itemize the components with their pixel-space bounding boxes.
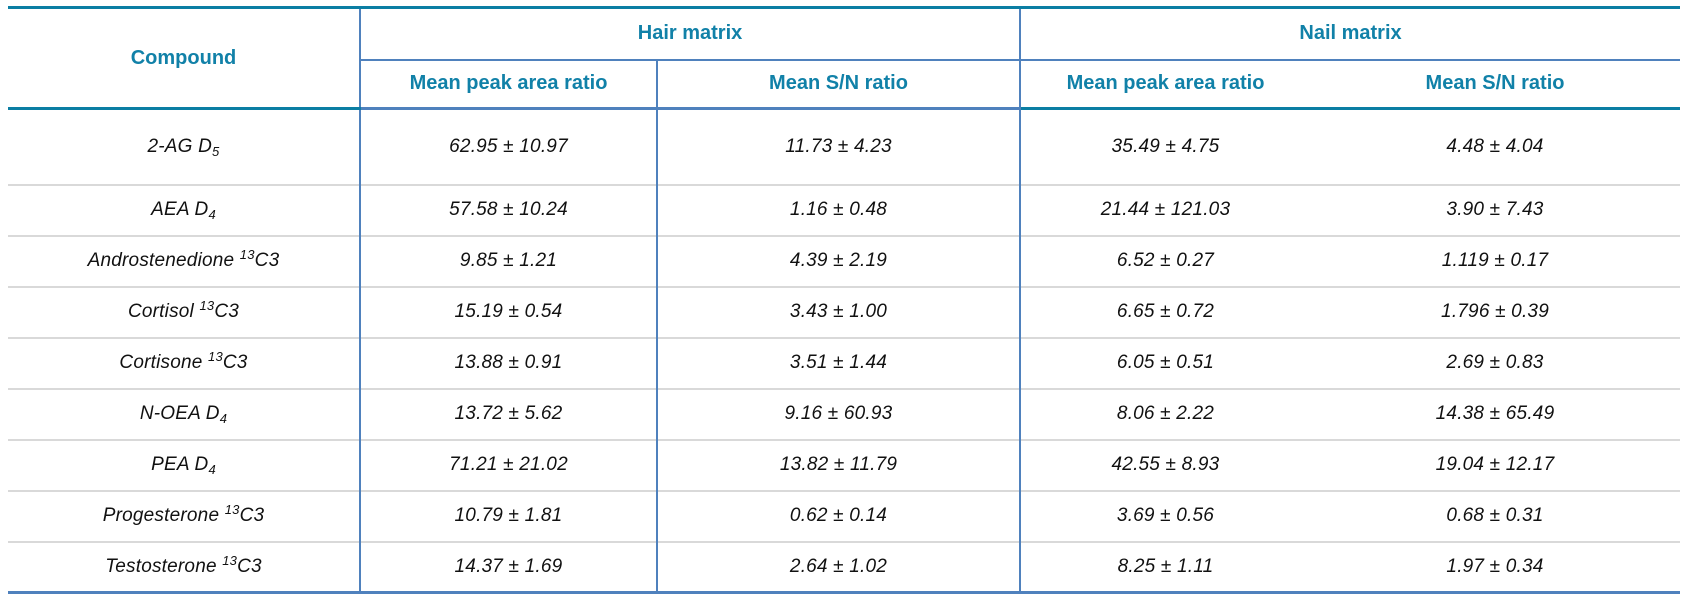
- hair-sn-cell: 0.62 ± 0.14: [657, 489, 1021, 542]
- compound-cell: Testosterone 13C3: [8, 540, 361, 594]
- hair-sn-cell: 3.51 ± 1.44: [657, 336, 1021, 389]
- nail-sn-cell: 4.48 ± 4.04: [1310, 107, 1681, 185]
- compound-superscript: 13: [222, 552, 238, 568]
- compound-name: Testosterone: [105, 555, 223, 577]
- compound-subscript: 5: [212, 143, 220, 159]
- table-row: Cortisol 13C3 15.19 ± 0.54 3.43 ± 1.00 6…: [8, 285, 1681, 338]
- nail-sn-cell: 19.04 ± 12.17: [1310, 438, 1681, 491]
- header-nail-matrix: Nail matrix: [1018, 6, 1681, 61]
- compound-name: Progesterone: [102, 505, 225, 526]
- compound-cell: Progesterone 13C3: [8, 489, 361, 542]
- compound-subscript: 4: [219, 411, 228, 426]
- hair-peak-area-cell: 13.72 ± 5.62: [360, 387, 658, 440]
- header-group-row: Compound Hair matrix Nail matrix: [8, 6, 1681, 110]
- nail-sn-cell: 14.38 ± 65.49: [1310, 387, 1681, 440]
- compound-name: Cortisol: [127, 301, 200, 322]
- nail-sn-cell: 0.68 ± 0.31: [1310, 489, 1681, 542]
- hair-peak-area-cell: 15.19 ± 0.54: [360, 285, 658, 338]
- hair-sn-cell: 3.43 ± 1.00: [657, 285, 1021, 338]
- compound-name: AEA D: [151, 199, 209, 220]
- header-compound: Compound: [8, 6, 361, 110]
- compound-superscript: 13: [208, 349, 223, 364]
- table-row: Testosterone 13C3 14.37 ± 1.69 2.64 ± 1.…: [8, 540, 1681, 594]
- compound-name-tail: C3: [222, 352, 248, 373]
- nail-sn-cell: 2.69 ± 0.83: [1310, 336, 1681, 389]
- nail-sn-cell: 1.97 ± 0.34: [1310, 540, 1681, 594]
- table-row: 2-AG D5 62.95 ± 10.97 11.73 ± 4.23 35.49…: [8, 107, 1681, 185]
- compound-name-tail: C3: [239, 505, 265, 526]
- hair-peak-area-cell: 62.95 ± 10.97: [360, 107, 658, 185]
- nail-peak-area-cell: 3.69 ± 0.56: [1020, 489, 1310, 542]
- compound-cell: AEA D4: [8, 183, 361, 236]
- table-header: Compound Hair matrix Nail matrix Mean pe…: [8, 6, 1681, 110]
- table-row: N-OEA D4 13.72 ± 5.62 9.16 ± 60.93 8.06 …: [8, 387, 1681, 440]
- nail-peak-area-cell: 21.44 ± 121.03: [1020, 183, 1310, 236]
- nail-peak-area-cell: 35.49 ± 4.75: [1020, 107, 1310, 185]
- header-hair-mean-peak-area-ratio: Mean peak area ratio: [360, 59, 658, 110]
- compound-cell: N-OEA D4: [8, 387, 361, 440]
- compound-subscript: 4: [208, 207, 216, 222]
- table-body: 2-AG D5 62.95 ± 10.97 11.73 ± 4.23 35.49…: [8, 107, 1681, 594]
- header-sub-row: Mean peak area ratio Mean S/N ratio Mean…: [8, 59, 1681, 110]
- nail-sn-cell: 1.796 ± 0.39: [1310, 285, 1681, 338]
- hair-peak-area-cell: 14.37 ± 1.69: [360, 540, 658, 594]
- compound-cell: Cortisone 13C3: [8, 336, 361, 389]
- nail-sn-cell: 3.90 ± 7.43: [1310, 183, 1681, 236]
- hair-peak-area-cell: 9.85 ± 1.21: [360, 234, 658, 287]
- header-nail-mean-peak-area-ratio: Mean peak area ratio: [1020, 59, 1310, 110]
- hair-sn-cell: 11.73 ± 4.23: [657, 107, 1021, 185]
- nail-peak-area-cell: 8.25 ± 1.11: [1020, 540, 1310, 594]
- internal-standard-response-table: Compound Hair matrix Nail matrix Mean pe…: [8, 6, 1681, 594]
- hair-sn-cell: 4.39 ± 2.19: [657, 234, 1021, 287]
- nail-peak-area-cell: 6.05 ± 0.51: [1020, 336, 1310, 389]
- header-hair-mean-sn-ratio: Mean S/N ratio: [657, 59, 1021, 110]
- table-row: AEA D4 57.58 ± 10.24 1.16 ± 0.48 21.44 ±…: [8, 183, 1681, 236]
- hair-sn-cell: 9.16 ± 60.93: [657, 387, 1021, 440]
- nail-sn-cell: 1.119 ± 0.17: [1310, 234, 1681, 287]
- hair-peak-area-cell: 57.58 ± 10.24: [360, 183, 658, 236]
- compound-cell: 2-AG D5: [8, 107, 361, 185]
- compound-cell: Androstenedione 13C3: [8, 234, 361, 287]
- table-row: Androstenedione 13C3 9.85 ± 1.21 4.39 ± …: [8, 234, 1681, 287]
- compound-name: Cortisone: [119, 352, 209, 373]
- compound-superscript: 13: [239, 247, 255, 262]
- compound-name-tail: C3: [254, 250, 280, 271]
- nail-peak-area-cell: 8.06 ± 2.22: [1020, 387, 1310, 440]
- hair-sn-cell: 13.82 ± 11.79: [657, 438, 1021, 491]
- compound-name-tail: C3: [214, 301, 240, 322]
- compound-superscript: 13: [224, 502, 240, 517]
- nail-peak-area-cell: 6.65 ± 0.72: [1020, 285, 1310, 338]
- compound-name: Androstenedione: [87, 250, 240, 271]
- nail-peak-area-cell: 6.52 ± 0.27: [1020, 234, 1310, 287]
- hair-peak-area-cell: 71.21 ± 21.02: [360, 438, 658, 491]
- compound-name: PEA D: [151, 454, 209, 475]
- hair-sn-cell: 1.16 ± 0.48: [657, 183, 1021, 236]
- compound-subscript: 4: [208, 462, 216, 477]
- table-row: Cortisone 13C3 13.88 ± 0.91 3.51 ± 1.44 …: [8, 336, 1681, 389]
- compound-cell: Cortisol 13C3: [8, 285, 361, 338]
- header-nail-mean-sn-ratio: Mean S/N ratio: [1310, 59, 1681, 110]
- hair-sn-cell: 2.64 ± 1.02: [657, 540, 1021, 594]
- nail-peak-area-cell: 42.55 ± 8.93: [1020, 438, 1310, 491]
- compound-name: N-OEA D: [139, 403, 220, 424]
- table-row: PEA D4 71.21 ± 21.02 13.82 ± 11.79 42.55…: [8, 438, 1681, 491]
- table-row: Progesterone 13C3 10.79 ± 1.81 0.62 ± 0.…: [8, 489, 1681, 542]
- compound-cell: PEA D4: [8, 438, 361, 491]
- compound-name-tail: C3: [237, 555, 262, 577]
- hair-peak-area-cell: 13.88 ± 0.91: [360, 336, 658, 389]
- header-hair-matrix: Hair matrix: [360, 6, 1020, 61]
- hair-peak-area-cell: 10.79 ± 1.81: [360, 489, 658, 542]
- compound-name: 2-AG D: [147, 135, 213, 157]
- compound-superscript: 13: [199, 298, 215, 313]
